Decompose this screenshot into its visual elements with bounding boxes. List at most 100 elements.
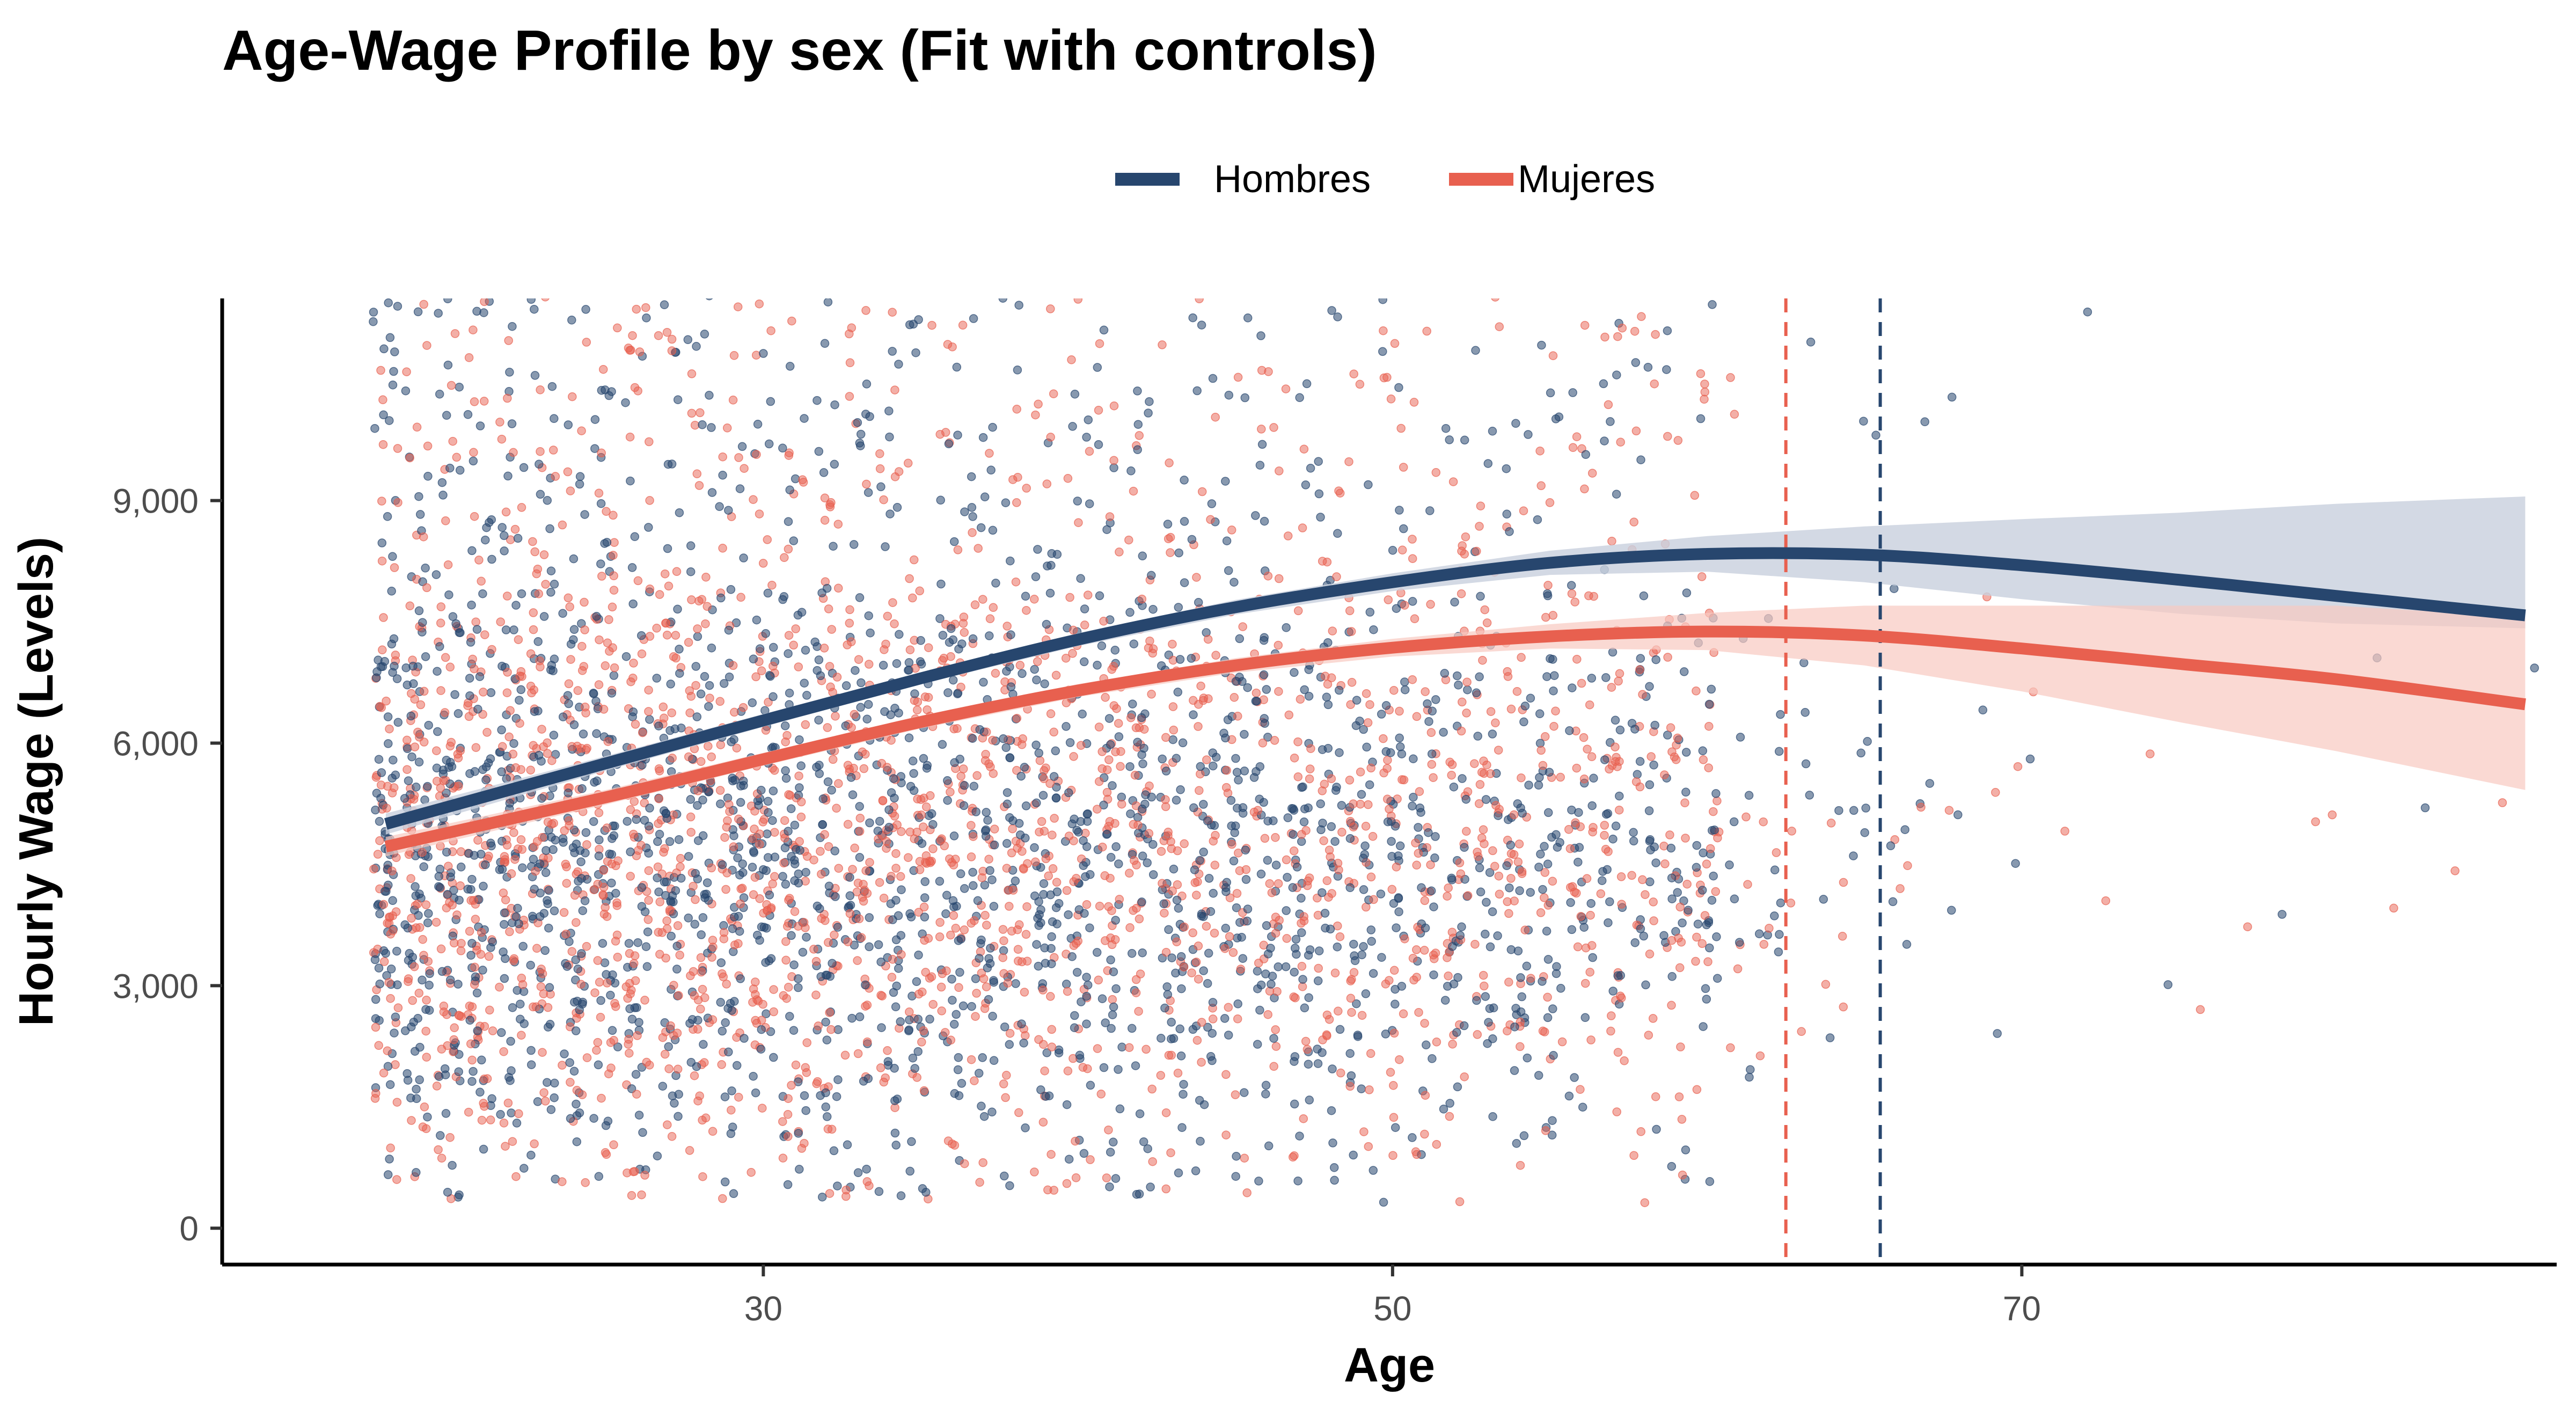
scatter-point [1094, 406, 1103, 415]
scatter-point [659, 713, 669, 723]
scatter-point [1005, 753, 1015, 763]
scatter-point [783, 1180, 793, 1189]
scatter-point [607, 689, 617, 698]
scatter-point [456, 863, 466, 872]
scatter-point [1645, 835, 1655, 844]
scatter-point [920, 877, 930, 886]
scatter-point [388, 552, 397, 561]
scatter-point [1289, 992, 1298, 1002]
scatter-point [1002, 788, 1012, 797]
scatter-point [465, 674, 474, 683]
scatter-point [484, 952, 494, 961]
scatter-point [470, 851, 479, 860]
scatter-point [1082, 1019, 1091, 1028]
scatter-point [1415, 804, 1425, 813]
scatter-point [919, 793, 928, 803]
scatter-point [1741, 812, 1751, 822]
scatter-point [1080, 604, 1089, 613]
scatter-point [443, 360, 453, 370]
scatter-point [686, 828, 696, 837]
scatter-point [1549, 721, 1558, 731]
scatter-point [372, 667, 382, 676]
scatter-point [1067, 819, 1077, 829]
scatter-point [990, 841, 999, 850]
scatter-point [409, 679, 418, 689]
scatter-point [625, 432, 635, 442]
scatter-point [896, 872, 905, 881]
scatter-point [376, 366, 385, 375]
scatter-point [1126, 466, 1136, 476]
scatter-point [708, 1015, 718, 1024]
scatter-point [437, 1153, 447, 1163]
scatter-point [1335, 932, 1345, 941]
scatter-point [913, 697, 923, 706]
scatter-point [1240, 1088, 1249, 1097]
scatter-point [832, 804, 841, 813]
scatter-point [1580, 484, 1589, 494]
scatter-point [781, 737, 790, 747]
chart-title: Age-Wage Profile by sex (Fit with contro… [222, 19, 1377, 82]
scatter-point [539, 612, 549, 621]
scatter-point [1481, 930, 1490, 939]
scatter-point [1115, 547, 1124, 557]
scatter-point [1333, 529, 1342, 538]
scatter-point [1801, 708, 1810, 717]
scatter-point [1095, 339, 1104, 348]
scatter-point [593, 956, 603, 965]
scatter-point [383, 512, 392, 521]
scatter-point [379, 957, 389, 966]
scatter-point [1000, 1022, 1009, 1032]
scatter-point [1251, 511, 1260, 520]
scatter-point [389, 367, 398, 376]
scatter-point [1473, 732, 1482, 741]
scatter-point [816, 846, 825, 856]
scatter-point [611, 889, 620, 898]
scatter-point [1324, 1015, 1334, 1024]
scatter-point [800, 414, 809, 423]
scatter-point [1138, 948, 1147, 958]
scatter-point [1221, 733, 1230, 743]
scatter-point [1327, 1106, 1336, 1115]
scatter-point [958, 764, 968, 773]
scatter-point [730, 707, 739, 717]
scatter-point [581, 828, 591, 837]
scatter-point [1540, 893, 1549, 902]
scatter-point [982, 982, 991, 991]
scatter-point [484, 758, 493, 768]
scatter-point [927, 972, 936, 982]
scatter-point [1241, 875, 1251, 884]
scatter-point [881, 639, 890, 649]
scatter-point [575, 479, 584, 489]
scatter-point [408, 996, 417, 1005]
scatter-point [1282, 906, 1291, 915]
scatter-point [696, 757, 706, 766]
scatter-point [1548, 611, 1558, 620]
scatter-point [564, 679, 574, 689]
scatter-point [998, 925, 1008, 934]
scatter-point [661, 618, 671, 628]
scatter-point [732, 1061, 742, 1070]
scatter-point [1682, 588, 1692, 597]
scatter-point [1034, 897, 1043, 906]
scatter-point [624, 1040, 633, 1049]
scatter-point [845, 358, 855, 368]
scatter-point [1587, 752, 1597, 762]
scatter-point [770, 766, 779, 775]
scatter-point [1485, 769, 1495, 778]
scatter-point [479, 308, 488, 317]
scatter-point [913, 1014, 923, 1024]
scatter-point [485, 518, 494, 527]
scatter-point [733, 302, 743, 311]
scatter-point [1046, 992, 1055, 1001]
scatter-point [1635, 757, 1645, 766]
scatter-point [691, 681, 700, 690]
scatter-point [1174, 1168, 1183, 1178]
scatter-point [1640, 1198, 1650, 1207]
scatter-point [452, 910, 462, 919]
scatter-point [1313, 976, 1323, 985]
scatter-point [853, 1168, 863, 1178]
scatter-point [478, 966, 487, 975]
scatter-point [1188, 928, 1197, 938]
scatter-point [470, 980, 479, 989]
scatter-point [957, 639, 967, 648]
